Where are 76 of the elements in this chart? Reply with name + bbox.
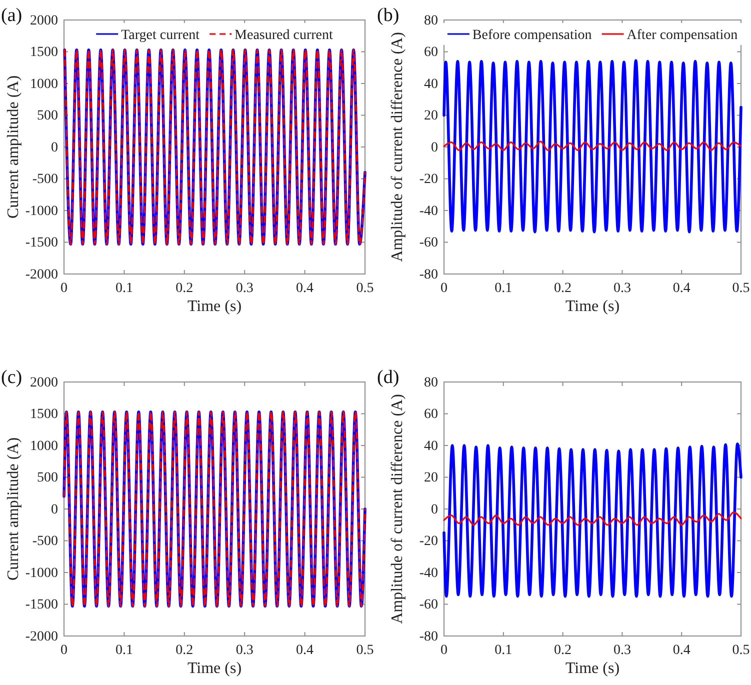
x-tick-label: 0.3 [613, 280, 631, 296]
x-tick-label: 0.5 [356, 280, 374, 296]
x-tick-label: 0.3 [613, 642, 631, 658]
y-tick-label: -500 [32, 534, 58, 550]
y-tick-label: -1000 [25, 204, 58, 219]
x-tick-label: 0.2 [554, 642, 572, 658]
y-tick-label: 40 [424, 438, 438, 454]
legend-label: Before compensation [472, 28, 592, 43]
x-axis-title: Time (s) [187, 298, 242, 315]
y-tick-label: -2000 [25, 267, 58, 282]
x-tick-label: 0.4 [296, 280, 314, 296]
x-tick-label: 0.2 [554, 280, 572, 296]
legend-label: Measured current [234, 28, 334, 43]
x-axis-title: Time (s) [187, 660, 242, 677]
x-tick-label: 0.1 [115, 642, 133, 658]
x-tick-label: 0.4 [672, 280, 690, 296]
y-tick-label: -60 [419, 236, 438, 251]
y-tick-label: 20 [424, 470, 438, 486]
y-tick-label: 2000 [30, 13, 58, 28]
chart-title: (a) [1, 5, 22, 26]
y-tick-label: 500 [37, 470, 58, 486]
y-tick-label: 0 [431, 140, 438, 156]
y-tick-label: -40 [419, 566, 438, 581]
y-tick-label: -60 [419, 598, 438, 613]
y-axis-title: Amplitude of current difference (A) [389, 32, 406, 262]
y-tick-label: 500 [37, 108, 58, 124]
y-tick-label: -500 [32, 172, 58, 188]
x-tick-label: 0.5 [356, 642, 374, 658]
y-tick-label: 1000 [30, 438, 58, 454]
y-tick-label: -80 [419, 629, 438, 644]
x-tick-label: 0.3 [236, 280, 254, 296]
y-tick-label: 1500 [30, 407, 58, 422]
legend-label: Target current [121, 28, 200, 43]
y-tick-label: 20 [424, 108, 438, 124]
y-tick-label: 40 [424, 76, 438, 92]
y-tick-label: 0 [51, 140, 58, 156]
y-tick-label: 0 [51, 502, 58, 518]
y-axis-title: Amplitude of current difference (A) [389, 394, 406, 624]
chart-title: (b) [377, 5, 400, 26]
x-tick-label: 0.4 [296, 642, 314, 658]
y-tick-label: -2000 [25, 629, 58, 644]
x-tick-label: 0.2 [176, 642, 194, 658]
x-tick-label: 0.3 [236, 642, 254, 658]
x-tick-label: 0.5 [732, 280, 750, 296]
y-tick-label: -20 [419, 172, 438, 188]
y-tick-label: -80 [419, 267, 438, 282]
x-tick-label: 0 [60, 642, 68, 658]
y-tick-label: -1500 [25, 236, 58, 251]
chart-title: (d) [377, 367, 400, 388]
y-tick-label: 1000 [30, 76, 58, 92]
y-tick-label: 2000 [30, 375, 58, 390]
y-axis-title: Current amplitude (A) [5, 437, 22, 581]
y-tick-label: -1000 [25, 566, 58, 581]
y-tick-label: 60 [424, 45, 438, 60]
x-tick-label: 0.2 [176, 280, 194, 296]
legend-label: After compensation [626, 28, 738, 43]
y-tick-label: -1500 [25, 598, 58, 613]
x-tick-label: 0.1 [115, 280, 133, 296]
y-tick-label: -20 [419, 534, 438, 550]
chart-title: (c) [1, 367, 22, 388]
y-axis-title: Current amplitude (A) [5, 75, 22, 219]
x-tick-label: 0 [440, 280, 448, 296]
y-tick-label: 1500 [30, 45, 58, 60]
y-tick-label: -40 [419, 204, 438, 219]
x-tick-label: 0.4 [672, 642, 690, 658]
y-tick-label: 0 [431, 502, 438, 518]
x-axis-title: Time (s) [565, 298, 620, 315]
x-axis-title: Time (s) [565, 660, 620, 677]
y-tick-label: 80 [424, 375, 438, 390]
y-tick-label: 80 [424, 13, 438, 28]
x-tick-label: 0.5 [732, 642, 750, 658]
x-tick-label: 0.1 [494, 642, 512, 658]
y-tick-label: 60 [424, 407, 438, 422]
x-tick-label: 0.1 [494, 280, 512, 296]
x-tick-label: 0 [440, 642, 448, 658]
x-tick-label: 0 [60, 280, 68, 296]
